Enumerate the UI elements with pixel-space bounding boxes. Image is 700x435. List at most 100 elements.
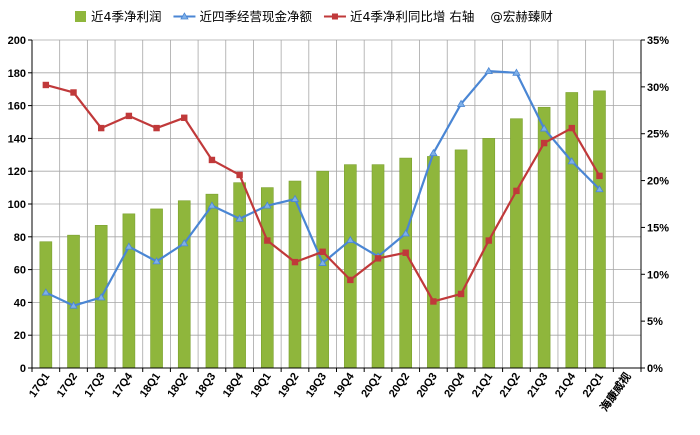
square-marker [568, 124, 575, 132]
square-marker [374, 255, 382, 262]
bar [260, 187, 274, 369]
watermark-label: @宏赫臻财 [490, 9, 553, 24]
left-tick-label: 0 [20, 363, 26, 375]
x-tick-label: 20Q1 [359, 371, 384, 400]
triangle-marker [207, 201, 217, 209]
triangle-marker [69, 301, 78, 309]
legend: 近4季净利润 近四季经营现金净额 近4季净利同比增 右轴 @宏赫臻财 [75, 9, 553, 24]
x-tick-label: 17Q4 [110, 370, 136, 400]
square-marker [513, 187, 520, 195]
legend-marker [180, 12, 189, 20]
bar [316, 170, 329, 369]
x-tick-label: 20Q2 [387, 371, 412, 400]
x-tick-label: 20Q4 [442, 370, 468, 400]
square-marker [70, 89, 77, 96]
bar [39, 241, 53, 369]
triangle-marker [41, 288, 51, 296]
triangle-marker [290, 194, 300, 202]
square-marker [430, 298, 437, 305]
legend-label: 近四季经营现金净额 [199, 9, 312, 24]
x-tick-label: 21Q4 [553, 370, 579, 400]
right-tick-label: 25% [647, 129, 669, 141]
square-marker [125, 112, 133, 120]
x-tick-label: 18Q4 [221, 370, 247, 400]
bar [454, 149, 468, 369]
left-tick-label: 120 [8, 166, 26, 178]
left-tick-label: 200 [8, 35, 26, 47]
triangle-marker [429, 148, 438, 157]
right-tick-label: 35% [647, 35, 669, 47]
bar-series [39, 90, 606, 369]
left-tick-label: 80 [14, 232, 26, 244]
triangle-marker [152, 257, 161, 265]
triangle-marker [595, 184, 604, 193]
x-tick-label: 20Q3 [415, 371, 440, 400]
square-marker [402, 249, 409, 256]
square-marker [347, 276, 354, 284]
legend-marker [331, 13, 338, 20]
square-marker [98, 124, 105, 132]
triangle-marker [456, 99, 466, 107]
square-marker [291, 258, 299, 266]
left-tick-label: 180 [8, 68, 26, 80]
bar [593, 90, 606, 369]
square-marker [264, 237, 271, 244]
right-tick-label: 30% [647, 82, 669, 94]
x-tick-label: 17Q2 [55, 371, 80, 400]
bar [344, 164, 357, 369]
left-tick-label: 160 [8, 101, 26, 113]
square-marker [485, 237, 492, 244]
left-tick-label: 20 [14, 330, 26, 342]
bar [150, 208, 163, 369]
square-marker [236, 171, 243, 179]
x-tick-label: 19Q3 [304, 371, 329, 400]
x-tick-label: 19Q4 [332, 370, 358, 400]
square-marker [319, 248, 326, 255]
bar [427, 156, 440, 369]
legend-label: 近4季净利同比增 右轴 [350, 9, 474, 24]
square-marker [42, 81, 50, 89]
triangle-marker [124, 242, 134, 250]
triangle-marker [97, 293, 106, 301]
x-tick-label: 18Q1 [138, 371, 163, 400]
square-marker [181, 114, 188, 121]
right-tick-label: 0% [647, 363, 663, 375]
triangle-marker [180, 239, 189, 247]
x-tick-label: 19Q1 [248, 371, 273, 400]
triangle-marker [401, 229, 410, 237]
x-tick-label: 17Q3 [82, 371, 107, 400]
right-tick-label: 10% [647, 269, 669, 281]
triangle-marker [567, 157, 576, 165]
triangle-marker [484, 66, 493, 75]
square-marker [457, 290, 465, 298]
bar [233, 182, 246, 369]
legend-label: 近4季净利润 [91, 9, 161, 24]
bar [122, 213, 136, 369]
line-series [41, 66, 604, 309]
square-marker [540, 139, 548, 147]
bar [205, 193, 219, 369]
right-tick-label: 20% [647, 176, 669, 188]
triangle-marker [318, 258, 327, 266]
axes [28, 39, 645, 372]
triangle-marker [539, 124, 549, 132]
x-tick-label: 21Q1 [470, 371, 495, 400]
bar [371, 164, 385, 369]
x-tick-label: 22Q1 [581, 371, 606, 400]
square-marker [208, 156, 216, 164]
x-tick-label: 18Q3 [193, 371, 218, 400]
bar [537, 106, 551, 369]
bar [399, 157, 413, 369]
triangle-marker [346, 235, 355, 243]
x-tick-label: 21Q2 [498, 371, 523, 400]
bar [482, 138, 496, 369]
legend-swatch [75, 11, 86, 22]
x-tick-label: 19Q2 [276, 371, 301, 400]
right-tick-label: 15% [647, 222, 669, 234]
left-tick-label: 100 [8, 199, 26, 211]
square-marker [153, 124, 160, 132]
square-marker [596, 172, 603, 180]
x-tick-label: 21Q3 [525, 371, 550, 400]
x-tick-label: 17Q1 [27, 371, 52, 400]
